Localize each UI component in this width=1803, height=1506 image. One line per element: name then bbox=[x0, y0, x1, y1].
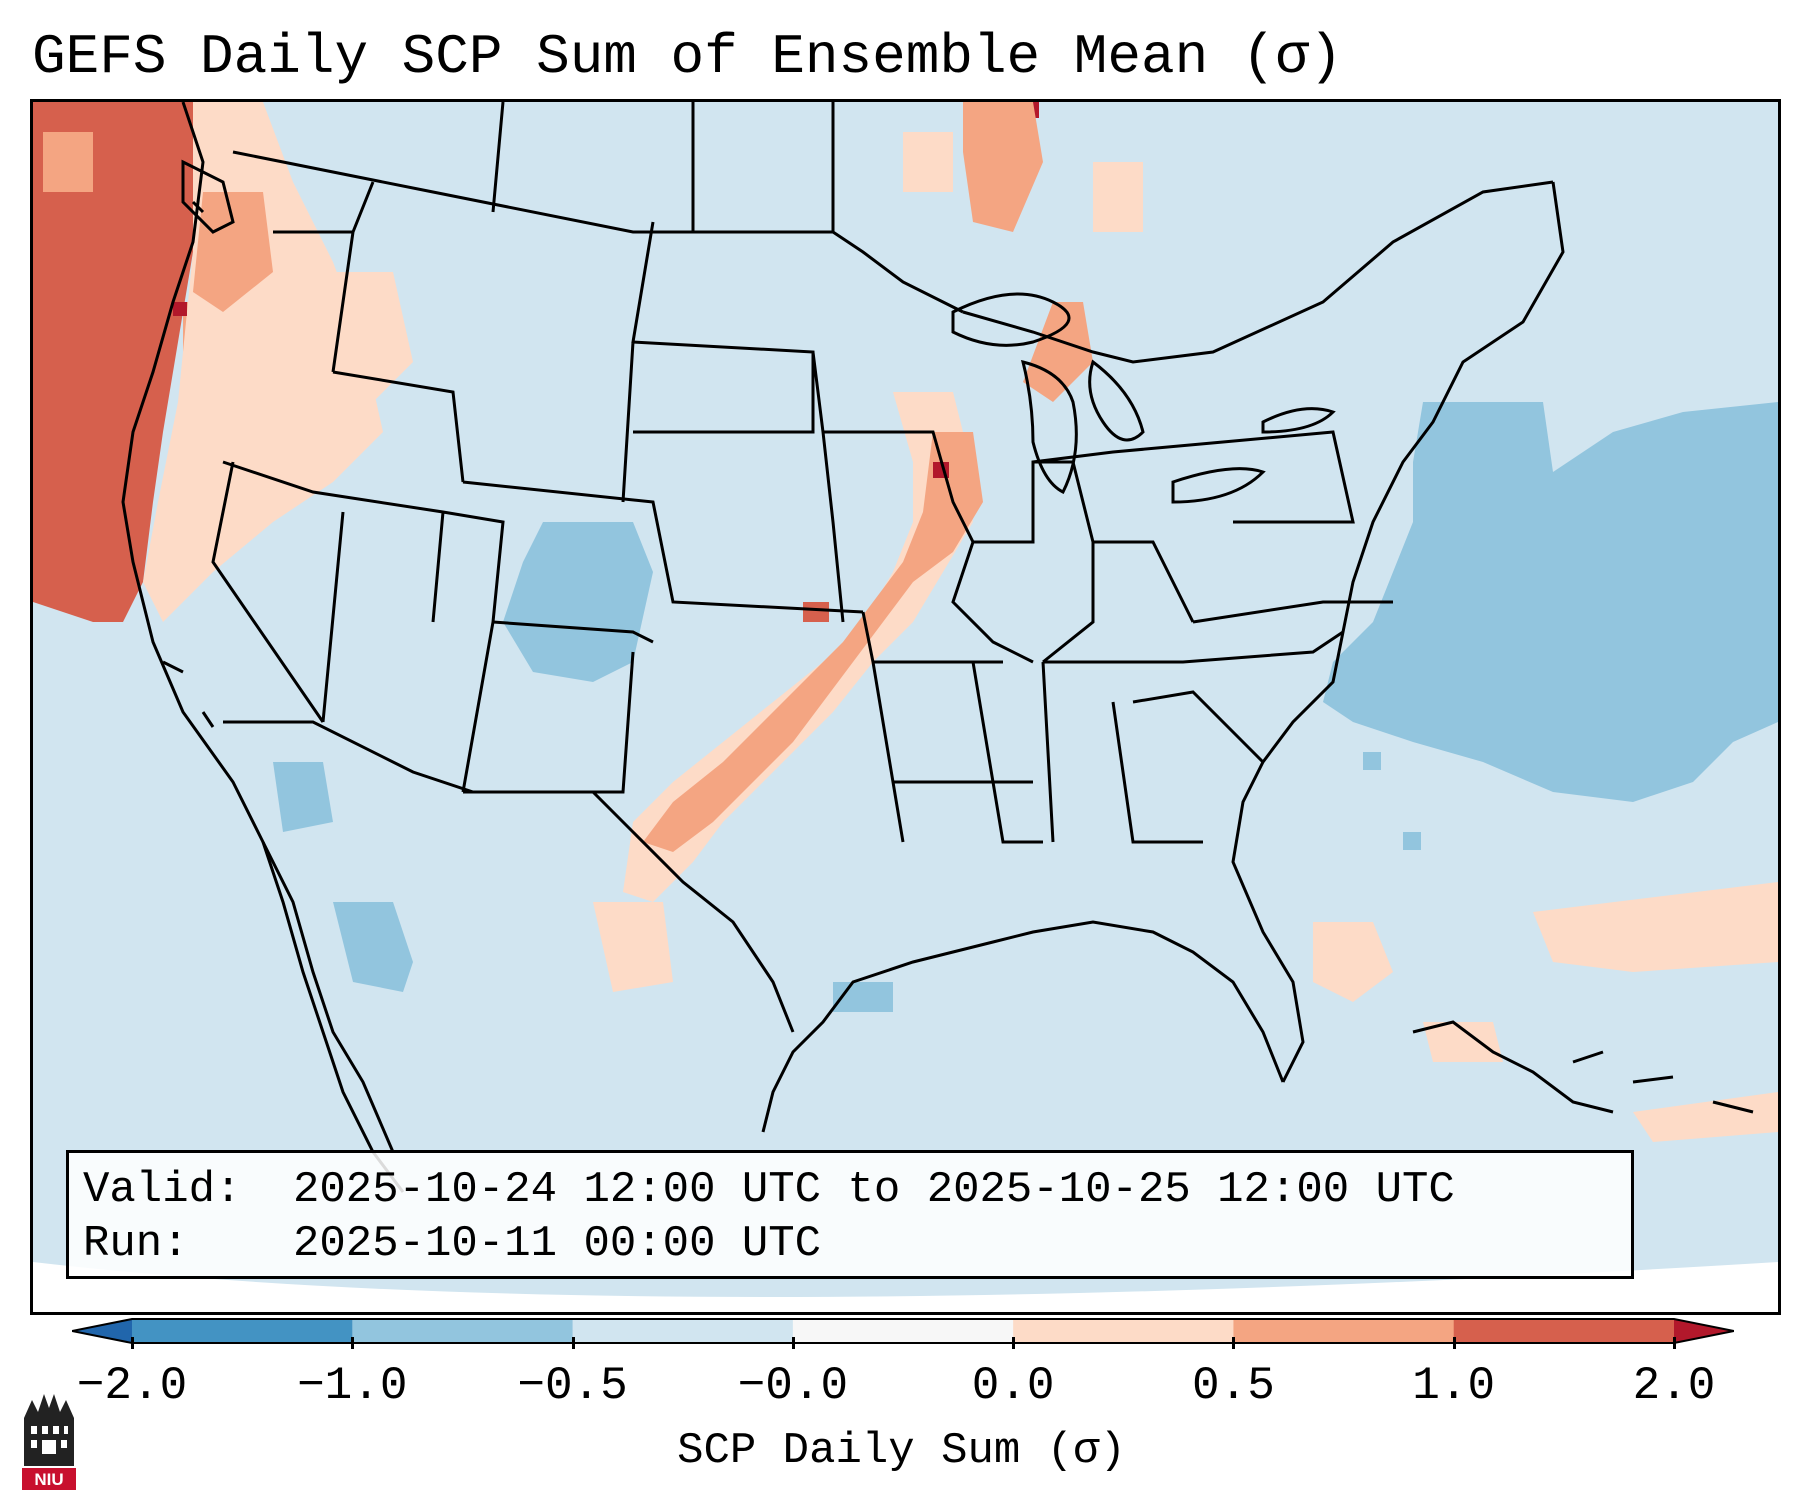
colorbar-tick bbox=[791, 1337, 795, 1349]
anomaly-plains-corridor bbox=[623, 102, 1143, 902]
colorbar-tick-label: 2.0 bbox=[1632, 1360, 1716, 1412]
map-panel bbox=[30, 99, 1781, 1315]
colorbar-tick-label: −0.5 bbox=[517, 1360, 628, 1412]
colorbar-bin bbox=[1233, 1319, 1455, 1343]
anomaly-baja bbox=[273, 762, 893, 1012]
run-label: Run: bbox=[83, 1219, 189, 1269]
colorbar-tick bbox=[571, 1337, 575, 1349]
anomaly-pacific-northwest bbox=[33, 102, 413, 622]
colorbar-bin bbox=[352, 1319, 574, 1343]
anomaly-caribbean bbox=[593, 882, 1778, 1142]
colorbar-tick bbox=[351, 1337, 355, 1349]
colorbar-tick-label: −2.0 bbox=[76, 1360, 188, 1412]
colorbar-bin bbox=[1453, 1319, 1675, 1343]
colorbar-extend-low bbox=[72, 1319, 132, 1343]
validity-info-box: Valid: 2025-10-24 12:00 UTC to 2025-10-25… bbox=[66, 1150, 1634, 1279]
colorbar-extend-high bbox=[1674, 1319, 1734, 1343]
anomaly-atlantic bbox=[1323, 402, 1778, 850]
colorbar-tick bbox=[1232, 1337, 1236, 1349]
svg-text:NIU: NIU bbox=[34, 1470, 63, 1489]
map-canvas bbox=[33, 102, 1778, 1312]
colorbar-tick bbox=[1012, 1337, 1016, 1349]
colorbar-tick-label: 1.0 bbox=[1412, 1360, 1496, 1412]
colorbar-bin bbox=[792, 1319, 1014, 1343]
colorbar-tick-label: −0.0 bbox=[737, 1360, 849, 1412]
colorbar-tick-label: 0.5 bbox=[1192, 1360, 1275, 1412]
projection-edge bbox=[33, 1262, 1778, 1312]
colorbar-tick bbox=[1452, 1337, 1456, 1349]
colorbar-tick bbox=[1673, 1337, 1676, 1349]
colorbar-tick-label: −1.0 bbox=[297, 1360, 408, 1412]
run-value: 2025-10-11 00:00 UTC bbox=[293, 1219, 822, 1269]
chart-title: GEFS Daily SCP Sum of Ensemble Mean (σ) bbox=[32, 25, 1343, 89]
colorbar-bin bbox=[1013, 1319, 1234, 1343]
niu-logo: NIU bbox=[22, 1394, 76, 1490]
colorbar-bin bbox=[132, 1319, 353, 1343]
colorbar-bin bbox=[572, 1319, 794, 1343]
colorbar-tick bbox=[131, 1337, 134, 1349]
valid-label: Valid: bbox=[83, 1165, 242, 1215]
anomaly-colorado bbox=[503, 522, 653, 682]
valid-value: 2025-10-24 12:00 UTC to 2025-10-25 12:00… bbox=[293, 1165, 1455, 1215]
colorbar-tick-label: 0.0 bbox=[971, 1360, 1055, 1412]
colorbar bbox=[72, 1318, 1734, 1344]
colorbar-label: SCP Daily Sum (σ) bbox=[677, 1426, 1126, 1476]
